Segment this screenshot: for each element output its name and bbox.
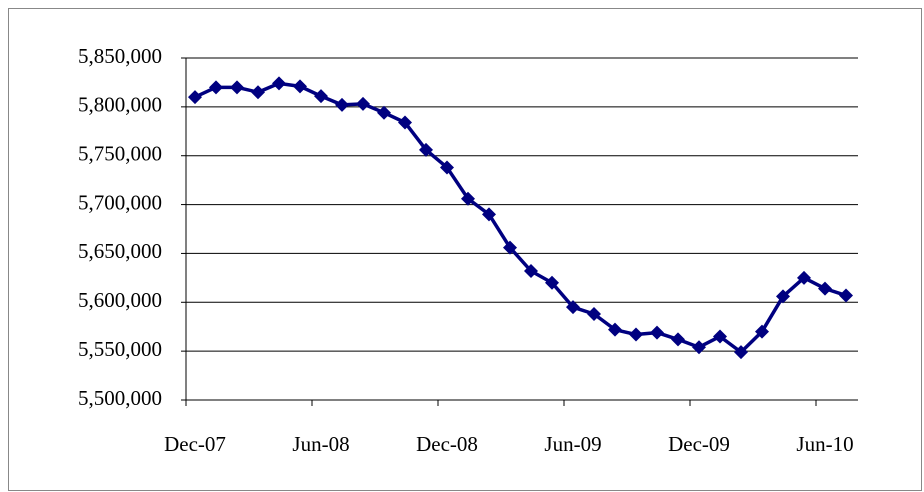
marker [608,322,622,337]
y-tick-label: 5,500,000 [78,386,162,410]
marker [545,275,559,290]
marker [797,270,811,285]
marker [188,90,202,105]
x-tick-label: Dec-08 [416,432,478,456]
marker [230,80,244,95]
x-tick-label: Dec-09 [668,432,730,456]
marker [482,207,496,222]
marker [503,240,517,255]
marker [251,85,265,100]
y-tick-label: 5,750,000 [78,142,162,166]
x-tick-label: Jun-10 [796,432,853,456]
marker [587,307,601,322]
marker [314,89,328,104]
marker [335,97,349,112]
y-tick-label: 5,600,000 [78,288,162,312]
marker [734,345,748,360]
marker [356,96,370,111]
marker [629,327,643,342]
marker [440,160,454,175]
x-tick-label: Dec-07 [164,432,226,456]
y-tick-label: 5,800,000 [78,93,162,117]
x-tick-label: Jun-08 [292,432,349,456]
marker [566,300,580,315]
marker [755,324,769,339]
marker [671,332,685,347]
marker [818,281,832,296]
y-tick-label: 5,550,000 [78,337,162,361]
marker [776,289,790,304]
marker [713,329,727,344]
marker [419,142,433,157]
x-tick-label: Jun-09 [544,432,601,456]
marker [461,191,475,206]
marker [398,115,412,130]
marker [839,288,853,303]
y-tick-label: 5,700,000 [78,190,162,214]
marker [293,79,307,94]
y-tick-label: 5,650,000 [78,239,162,263]
chart-border [8,8,922,491]
marker [692,340,706,355]
y-tick-label: 5,850,000 [78,44,162,68]
marker [377,105,391,120]
marker [209,80,223,95]
marker [272,76,286,91]
marker [524,264,538,279]
marker [650,325,664,340]
